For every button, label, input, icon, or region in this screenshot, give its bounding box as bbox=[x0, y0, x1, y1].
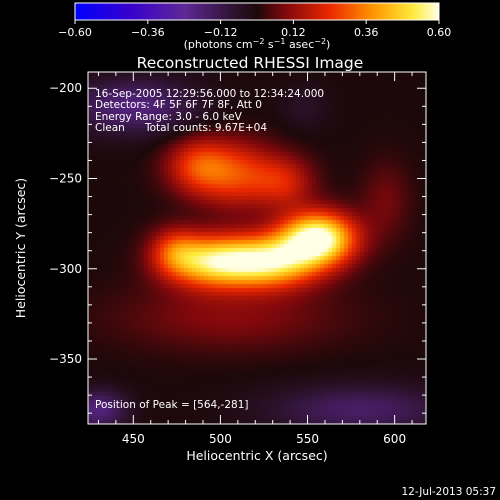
chart-title: Reconstructed RHESSI Image bbox=[137, 54, 364, 72]
x-tick-label: 450 bbox=[122, 432, 145, 446]
colorbar-tick-label: −0.60 bbox=[58, 26, 92, 39]
colorbar-tick-label: −0.36 bbox=[131, 26, 165, 39]
y-tick-label: −300 bbox=[49, 262, 82, 276]
annotation-clean: Clean bbox=[95, 122, 125, 134]
colorbar-tick-label: 0.12 bbox=[281, 26, 306, 39]
y-tick-label: −200 bbox=[49, 81, 82, 95]
annotations: 16-Sep-2005 12:29:56.000 to 12:34:24.000… bbox=[95, 88, 324, 411]
colorbar-tick-label: 0.60 bbox=[427, 26, 452, 39]
axis-ticks: 450 500 550 600 −200 −250 −300 −350 bbox=[49, 72, 426, 446]
colorbar-tick-label: 0.36 bbox=[354, 26, 379, 39]
colorbar-strip bbox=[74, 2, 440, 21]
annotation-detectors: Detectors: 4F 5F 6F 7F 8F, Att 0 bbox=[95, 99, 262, 111]
heatmap-image-holder bbox=[88, 72, 426, 424]
annotation-peak: Position of Peak = [564,-281] bbox=[95, 399, 249, 411]
annotation-counts: Total counts: 9.67E+04 bbox=[144, 122, 267, 134]
x-axis-label: Heliocentric X (arcsec) bbox=[186, 448, 327, 463]
colorbar: −0.60 −0.36 −0.12 0.12 0.36 0.60 (photons cm−… bbox=[58, 2, 451, 51]
heatmap-image bbox=[88, 72, 426, 424]
colorbar-tick-label: −0.12 bbox=[204, 26, 238, 39]
y-tick-label: −250 bbox=[49, 172, 82, 186]
annotation-time-range: 16-Sep-2005 12:29:56.000 to 12:34:24.000 bbox=[95, 88, 324, 100]
y-axis-label: Heliocentric Y (arcsec) bbox=[13, 178, 28, 318]
x-tick-label: 500 bbox=[209, 432, 232, 446]
annotation-energy: Energy Range: 3.0 - 6.0 keV bbox=[95, 111, 243, 123]
colorbar-units: (photons cm−2 s−1 asec−2) bbox=[184, 37, 331, 51]
colorbar-ticks: −0.60 −0.36 −0.12 0.12 0.36 0.60 bbox=[58, 20, 451, 39]
x-tick-label: 550 bbox=[296, 432, 319, 446]
x-tick-label: 600 bbox=[383, 432, 406, 446]
footer-date: 12-Jul-2013 05:37 bbox=[401, 486, 496, 498]
plot-frame bbox=[87, 71, 427, 425]
y-tick-label: −350 bbox=[49, 352, 82, 366]
